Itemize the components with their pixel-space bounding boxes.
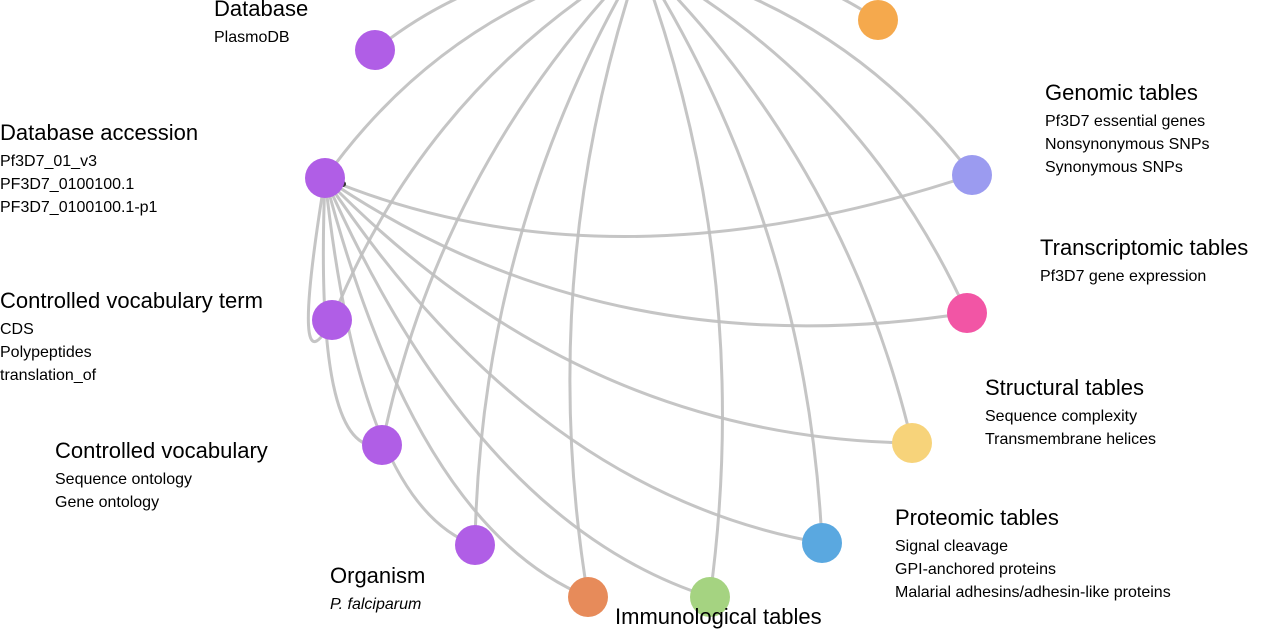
- label-title: Transcriptomic tables: [1040, 235, 1248, 261]
- label-sub: CDS: [0, 318, 263, 341]
- node-organism: [455, 525, 495, 565]
- node-proteomic: [802, 523, 842, 563]
- label-sub: Sequence ontology: [55, 468, 268, 491]
- label-title: Controlled vocabulary term: [0, 288, 263, 314]
- node-structural: [892, 423, 932, 463]
- label-db-accession: Database accessionPf3D7_01_v3PF3D7_01001…: [0, 120, 198, 220]
- label-sub: Gene ontology: [55, 491, 268, 514]
- label-title: Controlled vocabulary: [55, 438, 268, 464]
- label-sub: Pf3D7 essential genes: [1045, 110, 1210, 133]
- node-orange-bottom: [568, 577, 608, 617]
- label-sub: translation_of: [0, 364, 263, 387]
- label-organism: Organism P. falciparum: [330, 563, 425, 616]
- label-sub: PF3D7_0100100.1-p1: [0, 196, 198, 219]
- label-transcriptomic: Transcriptomic tables Pf3D7 gene expressi…: [1040, 235, 1248, 288]
- label-sub: P. falciparum: [330, 593, 425, 616]
- label-immuno: Immunological tables: [615, 604, 822, 634]
- label-cv-term: Controlled vocabulary term CDSPolypeptide…: [0, 288, 263, 388]
- label-sub: Pf3D7 gene expression: [1040, 265, 1248, 288]
- label-title: Genomic tables: [1045, 80, 1210, 106]
- label-title: Proteomic tables: [895, 505, 1171, 531]
- node-database: [355, 30, 395, 70]
- node-top-orange: [858, 0, 898, 40]
- label-sub: Transmembrane helices: [985, 428, 1156, 451]
- node-cv: [362, 425, 402, 465]
- label-sub: Pf3D7_01_v3: [0, 150, 198, 173]
- label-title: Organism: [330, 563, 425, 589]
- label-sub: PF3D7_0100100.1: [0, 173, 198, 196]
- label-sub: Synonymous SNPs: [1045, 156, 1210, 179]
- label-title: Structural tables: [985, 375, 1156, 401]
- label-proteomic: Proteomic tables Signal cleavageGPI-ancho…: [895, 505, 1171, 605]
- label-sub: Signal cleavage: [895, 535, 1171, 558]
- node-transcriptomic: [947, 293, 987, 333]
- label-sub: Malarial adhesins/adhesin-like proteins: [895, 581, 1171, 604]
- label-sub: Sequence complexity: [985, 405, 1156, 428]
- label-sub: Nonsynonymous SNPs: [1045, 133, 1210, 156]
- label-genomic: Genomic tables Pf3D7 essential genesNonsy…: [1045, 80, 1210, 180]
- label-cv: Controlled vocabulary Sequence ontologyGe…: [55, 438, 268, 514]
- label-sub: PlasmoDB: [214, 26, 308, 49]
- label-title: Database: [214, 0, 308, 22]
- label-title: Database accession: [0, 120, 198, 146]
- label-structural: Structural tables Sequence complexityTran…: [985, 375, 1156, 451]
- label-database: Database PlasmoDB: [214, 0, 308, 49]
- label-sub: GPI-anchored proteins: [895, 558, 1171, 581]
- node-db-accession: [305, 158, 345, 198]
- node-genomic: [952, 155, 992, 195]
- label-title: Immunological tables: [615, 604, 822, 630]
- node-cv-term: [312, 300, 352, 340]
- label-sub: Polypeptides: [0, 341, 263, 364]
